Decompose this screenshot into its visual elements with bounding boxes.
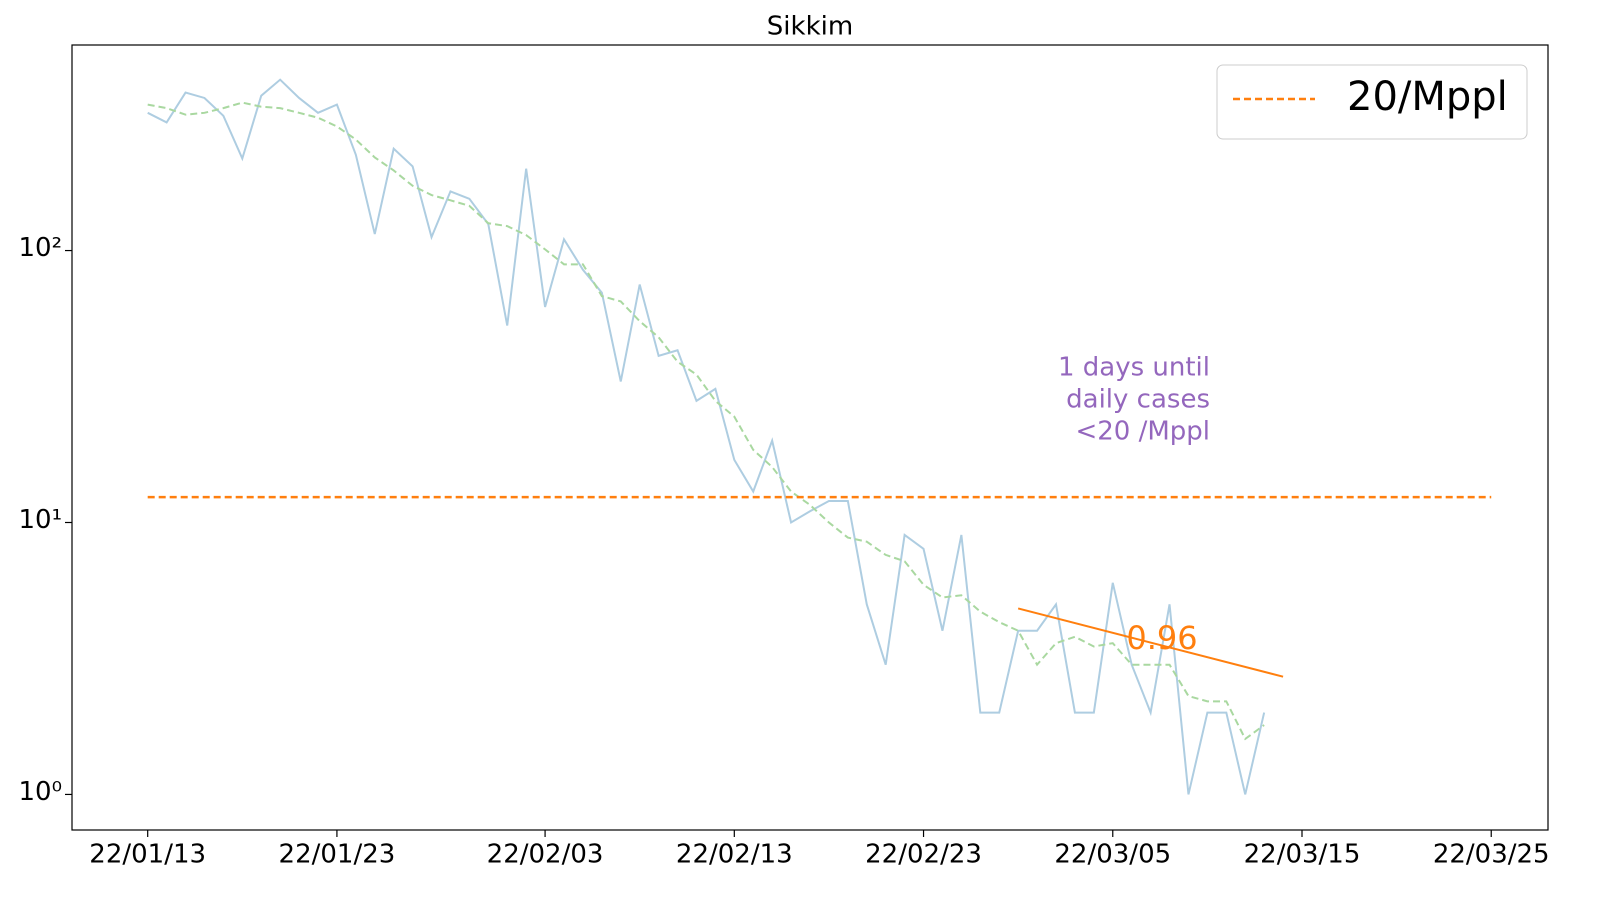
forecast-annotation: daily cases <box>1066 385 1210 415</box>
plot-frame <box>71 44 1549 831</box>
y-tick-label: 10¹ <box>18 505 62 535</box>
x-tick-label: 22/02/23 <box>865 840 982 870</box>
series-line <box>147 101 1265 741</box>
x-tick-label: 22/03/25 <box>1433 840 1550 870</box>
x-tick-label: 22/02/13 <box>676 840 793 870</box>
y-tick-label: 10² <box>18 233 62 263</box>
series-line <box>147 78 1266 795</box>
fit-annotation: 0.96 <box>1126 619 1197 657</box>
forecast-annotation: 1 days until <box>1058 353 1210 383</box>
x-tick-label: 22/03/05 <box>1054 840 1171 870</box>
x-tick-label: 22/01/13 <box>89 840 206 870</box>
x-tick-label: 22/02/03 <box>487 840 604 870</box>
x-tick-label: 22/03/15 <box>1244 840 1361 870</box>
forecast-annotation: <20 /Mppl <box>1075 417 1210 447</box>
series-line <box>1017 607 1284 678</box>
legend-box <box>1216 64 1528 140</box>
x-tick-label: 22/01/23 <box>279 840 396 870</box>
legend-label: 20/Mppl <box>1347 74 1508 120</box>
chart-title: Sikkim <box>767 12 853 42</box>
y-tick-label: 10⁰ <box>18 777 62 807</box>
